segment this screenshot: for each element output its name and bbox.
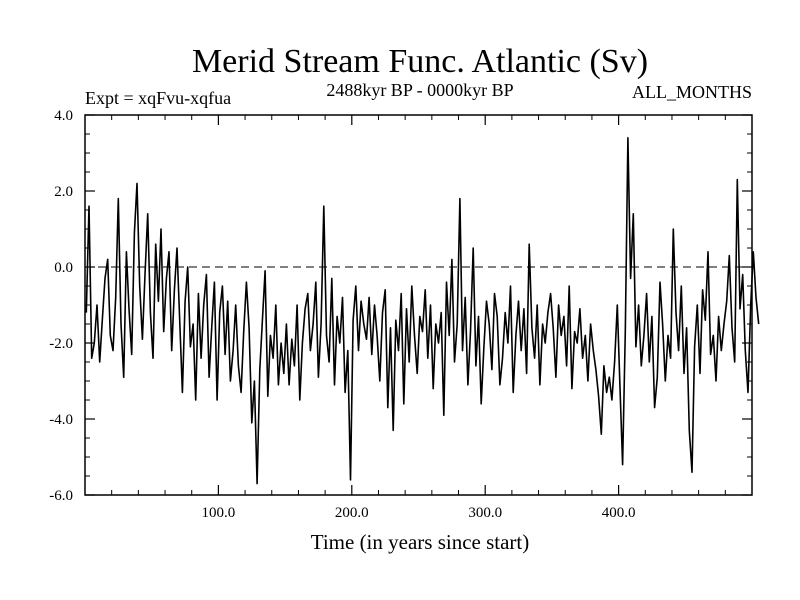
experiment-label: Expt = xqFvu-xqfua [85,88,231,108]
series-line-0 [85,137,760,485]
x-tick-label: 300.0 [468,505,502,521]
plot-area [85,137,760,485]
x-tick-label: 400.0 [602,505,636,521]
time-range-label: 2488kyr BP - 0000kyr BP [326,80,513,100]
x-axis-label: Time (in years since start) [311,530,530,554]
y-tick-label: -6.0 [49,488,73,504]
x-tick-label: 200.0 [335,505,369,521]
y-tick-label: -2.0 [49,336,73,352]
x-tick-label: 100.0 [202,505,236,521]
y-tick-label: 2.0 [54,184,73,200]
y-tick-label: 0.0 [54,260,73,276]
chart-title: Merid Stream Func. Atlantic (Sv) [192,43,648,80]
y-tick-label: 4.0 [54,108,73,124]
months-label: ALL_MONTHS [632,82,752,102]
x-axis: 100.0 200.0 300.0 400.0 [111,115,726,521]
y-tick-label: -4.0 [49,412,73,428]
y-axis: -6.0 -4.0 -2.0 0.0 2.0 4.0 [49,108,752,504]
